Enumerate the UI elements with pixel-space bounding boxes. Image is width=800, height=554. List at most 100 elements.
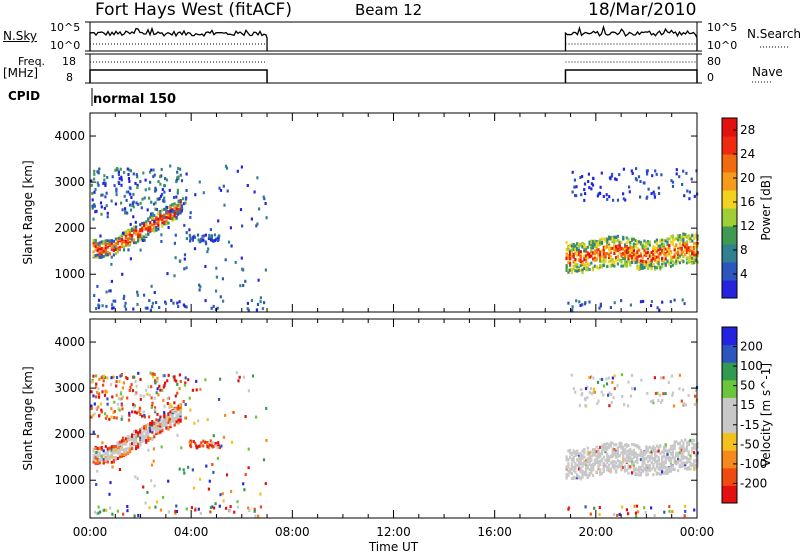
data-cell	[652, 245, 655, 249]
data-cell	[116, 451, 119, 455]
data-cell	[165, 417, 168, 421]
nsky-label: N.Sky	[3, 29, 38, 43]
data-cell	[608, 404, 611, 408]
data-cell	[171, 217, 174, 221]
data-cell	[604, 444, 607, 448]
data-cell	[634, 455, 637, 459]
data-cell	[159, 430, 162, 434]
data-cell	[627, 512, 630, 516]
data-cell	[616, 262, 619, 266]
data-cell	[105, 290, 108, 294]
data-cell	[155, 228, 158, 232]
data-cell	[173, 416, 176, 420]
data-cell	[151, 401, 154, 405]
data-cell	[93, 412, 96, 416]
data-cell	[680, 247, 683, 251]
data-cell	[592, 462, 595, 466]
data-cell	[624, 198, 627, 202]
data-cell	[90, 390, 93, 394]
data-cell	[159, 508, 163, 512]
velocity-colorbar-segment	[722, 432, 737, 451]
data-cell	[629, 459, 632, 463]
data-cell	[100, 454, 103, 458]
data-cell	[678, 246, 681, 250]
data-cell	[180, 204, 183, 208]
data-cell	[110, 279, 113, 283]
data-cell	[123, 294, 126, 298]
data-cell	[602, 462, 605, 465]
data-cell	[652, 458, 655, 462]
data-cell	[153, 228, 156, 232]
data-cell	[583, 245, 586, 249]
data-cell	[666, 470, 669, 474]
data-cell	[96, 454, 99, 458]
data-cell	[125, 376, 128, 379]
data-cell	[646, 467, 650, 470]
data-cell	[177, 407, 180, 411]
data-cell	[100, 250, 103, 254]
data-cell	[116, 441, 119, 445]
data-cell	[147, 436, 150, 440]
data-cell	[187, 465, 190, 469]
velocity-colorbar-segment	[722, 327, 737, 346]
data-cell	[622, 167, 625, 171]
data-cell	[218, 234, 221, 238]
data-cell	[112, 458, 115, 462]
data-cell	[120, 237, 124, 241]
data-cell	[631, 462, 634, 466]
data-cell	[204, 240, 207, 244]
data-cell	[599, 185, 602, 189]
data-cell	[627, 471, 630, 475]
data-cell	[177, 167, 180, 170]
data-cell	[682, 449, 685, 453]
velocity-colorbar-tick-label: 200	[740, 340, 763, 354]
data-cell	[151, 228, 154, 232]
data-cell	[128, 231, 132, 235]
data-cell	[577, 464, 581, 468]
data-cell	[616, 239, 619, 243]
data-cell	[167, 216, 170, 220]
data-cell	[141, 234, 144, 238]
data-cell	[602, 262, 605, 266]
data-cell	[179, 211, 182, 215]
data-cell	[585, 265, 588, 269]
data-cell	[167, 415, 170, 419]
data-cell	[620, 252, 623, 256]
data-cell	[632, 258, 635, 262]
data-cell	[574, 470, 577, 474]
data-cell	[565, 455, 568, 459]
data-cell	[635, 514, 638, 518]
data-cell	[149, 371, 152, 375]
data-cell	[689, 439, 692, 442]
data-cell	[209, 439, 212, 443]
data-cell	[106, 376, 109, 380]
data-cell	[204, 299, 207, 303]
data-cell	[632, 461, 635, 465]
data-cell	[593, 448, 596, 451]
data-cell	[153, 484, 156, 488]
data-cell	[691, 246, 694, 250]
data-cell	[688, 197, 691, 201]
data-cell	[161, 218, 164, 222]
data-cell	[613, 261, 616, 265]
data-cell	[147, 219, 150, 223]
data-cell	[620, 241, 623, 245]
data-cell	[629, 448, 632, 452]
data-cell	[680, 464, 683, 468]
data-cell	[671, 450, 674, 454]
data-cell	[673, 298, 676, 302]
data-cell	[139, 433, 142, 437]
data-cell	[662, 376, 665, 380]
data-cell	[615, 256, 618, 259]
data-cell	[613, 245, 616, 249]
data-cell	[689, 260, 692, 264]
data-cell	[240, 256, 243, 260]
data-cell	[655, 465, 658, 469]
data-cell	[90, 404, 93, 408]
power-colorbar-tick-label: 16	[740, 195, 755, 209]
data-cell	[210, 306, 213, 310]
data-cell	[94, 242, 97, 246]
data-cell	[178, 300, 181, 304]
data-cell	[581, 475, 584, 479]
data-cell	[167, 479, 170, 483]
